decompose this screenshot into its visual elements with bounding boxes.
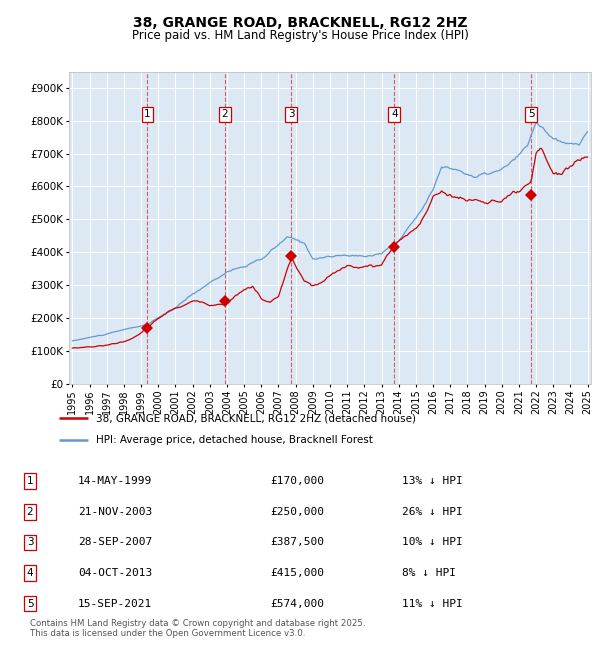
Text: £574,000: £574,000 <box>270 599 324 608</box>
Text: 38, GRANGE ROAD, BRACKNELL, RG12 2HZ: 38, GRANGE ROAD, BRACKNELL, RG12 2HZ <box>133 16 467 31</box>
Text: 1: 1 <box>26 476 34 486</box>
Text: 21-NOV-2003: 21-NOV-2003 <box>78 507 152 517</box>
Text: £250,000: £250,000 <box>270 507 324 517</box>
Text: 10% ↓ HPI: 10% ↓ HPI <box>402 538 463 547</box>
Text: 3: 3 <box>288 109 295 119</box>
Text: 5: 5 <box>26 599 34 608</box>
Text: £170,000: £170,000 <box>270 476 324 486</box>
Text: Contains HM Land Registry data © Crown copyright and database right 2025.
This d: Contains HM Land Registry data © Crown c… <box>30 619 365 638</box>
Text: 2: 2 <box>26 507 34 517</box>
Text: 38, GRANGE ROAD, BRACKNELL, RG12 2HZ (detached house): 38, GRANGE ROAD, BRACKNELL, RG12 2HZ (de… <box>95 413 416 423</box>
Text: 8% ↓ HPI: 8% ↓ HPI <box>402 568 456 578</box>
Text: £415,000: £415,000 <box>270 568 324 578</box>
Text: 04-OCT-2013: 04-OCT-2013 <box>78 568 152 578</box>
Text: 4: 4 <box>391 109 398 119</box>
Text: 15-SEP-2021: 15-SEP-2021 <box>78 599 152 608</box>
Text: 4: 4 <box>26 568 34 578</box>
Text: Price paid vs. HM Land Registry's House Price Index (HPI): Price paid vs. HM Land Registry's House … <box>131 29 469 42</box>
Text: 28-SEP-2007: 28-SEP-2007 <box>78 538 152 547</box>
Text: HPI: Average price, detached house, Bracknell Forest: HPI: Average price, detached house, Brac… <box>95 435 373 445</box>
Text: 2: 2 <box>221 109 228 119</box>
Text: 3: 3 <box>26 538 34 547</box>
Text: £387,500: £387,500 <box>270 538 324 547</box>
Text: 5: 5 <box>528 109 535 119</box>
Text: 1: 1 <box>144 109 151 119</box>
Text: 13% ↓ HPI: 13% ↓ HPI <box>402 476 463 486</box>
Text: 26% ↓ HPI: 26% ↓ HPI <box>402 507 463 517</box>
Text: 14-MAY-1999: 14-MAY-1999 <box>78 476 152 486</box>
Text: 11% ↓ HPI: 11% ↓ HPI <box>402 599 463 608</box>
